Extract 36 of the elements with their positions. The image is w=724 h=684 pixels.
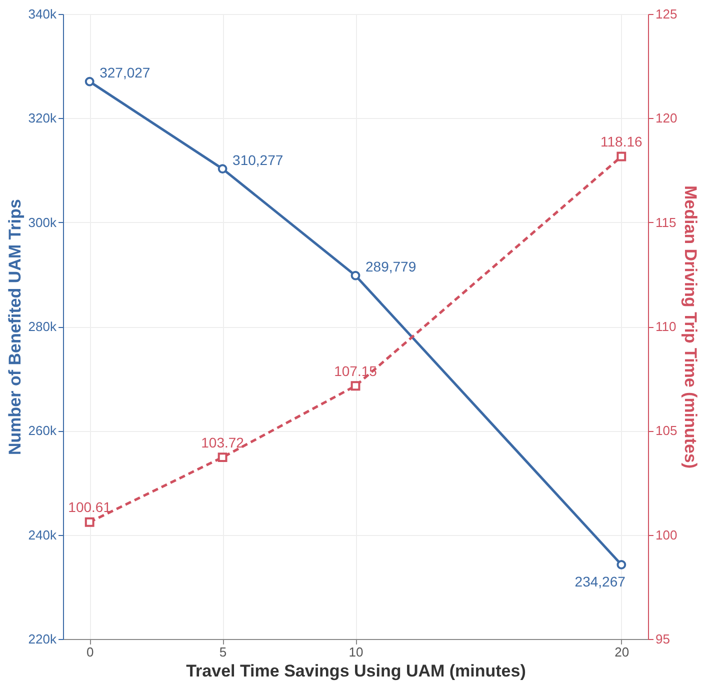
point [616, 560, 626, 570]
x-tick-label: 5 [219, 644, 227, 660]
point [350, 381, 360, 391]
data-label: 100.61 [68, 499, 112, 516]
data-label: 103.72 [201, 434, 244, 450]
x-tick-label: 10 [348, 644, 364, 660]
point [616, 152, 626, 162]
y-axis-title: Number of Benefited UAM Trips [5, 199, 24, 455]
y-tick-label: 240k [28, 527, 57, 542]
y2-tick-label: 95 [656, 632, 670, 646]
y-tick-label: 320k [28, 110, 57, 126]
point [218, 452, 228, 462]
data-label: 310,277 [232, 152, 284, 168]
y-tick-label: 260k [28, 423, 57, 438]
point [218, 164, 228, 174]
y2-tick-label: 120 [656, 110, 678, 126]
y2-tick-label: 105 [656, 423, 678, 438]
y-tick-label: 280k [28, 319, 57, 334]
y2-tick-label: 100 [656, 527, 678, 542]
y2-tick-label: 110 [656, 319, 676, 334]
x-axis-title: Travel Time Savings Using UAM (minutes) [186, 662, 526, 680]
y-tick-label: 340k [28, 6, 57, 22]
y-tick-label: 220k [28, 632, 57, 646]
y2-tick-label: 125 [656, 6, 678, 22]
x-tick-label: 20 [614, 644, 630, 660]
data-label: 118.16 [600, 134, 643, 150]
data-label: 289,779 [366, 258, 416, 275]
x-tick-label: 0 [86, 644, 94, 660]
y2-axis-title: Median Driving Trip Time (minutes) [681, 185, 700, 469]
point [350, 270, 360, 280]
data-label: 234,267 [574, 574, 626, 590]
point [84, 76, 94, 86]
y2-tick-label: 115 [656, 214, 676, 230]
point [84, 517, 94, 527]
data-label: 327,027 [100, 64, 150, 81]
y-tick-label: 300k [28, 214, 57, 230]
